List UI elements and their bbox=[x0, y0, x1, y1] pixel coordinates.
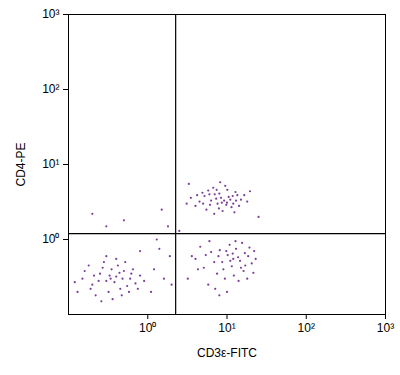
svg-text:CD4-PE: CD4-PE bbox=[14, 142, 28, 186]
svg-text:10⁰: 10⁰ bbox=[42, 232, 59, 246]
svg-text:10²: 10² bbox=[42, 82, 59, 96]
svg-text:10³: 10³ bbox=[42, 7, 59, 21]
svg-text:10³: 10³ bbox=[377, 321, 394, 335]
svg-text:CD3ε-FITC: CD3ε-FITC bbox=[197, 346, 257, 360]
svg-text:10¹: 10¹ bbox=[42, 157, 59, 171]
svg-text:10¹: 10¹ bbox=[218, 321, 235, 335]
svg-text:10²: 10² bbox=[298, 321, 315, 335]
svg-text:10⁰: 10⁰ bbox=[139, 321, 156, 335]
